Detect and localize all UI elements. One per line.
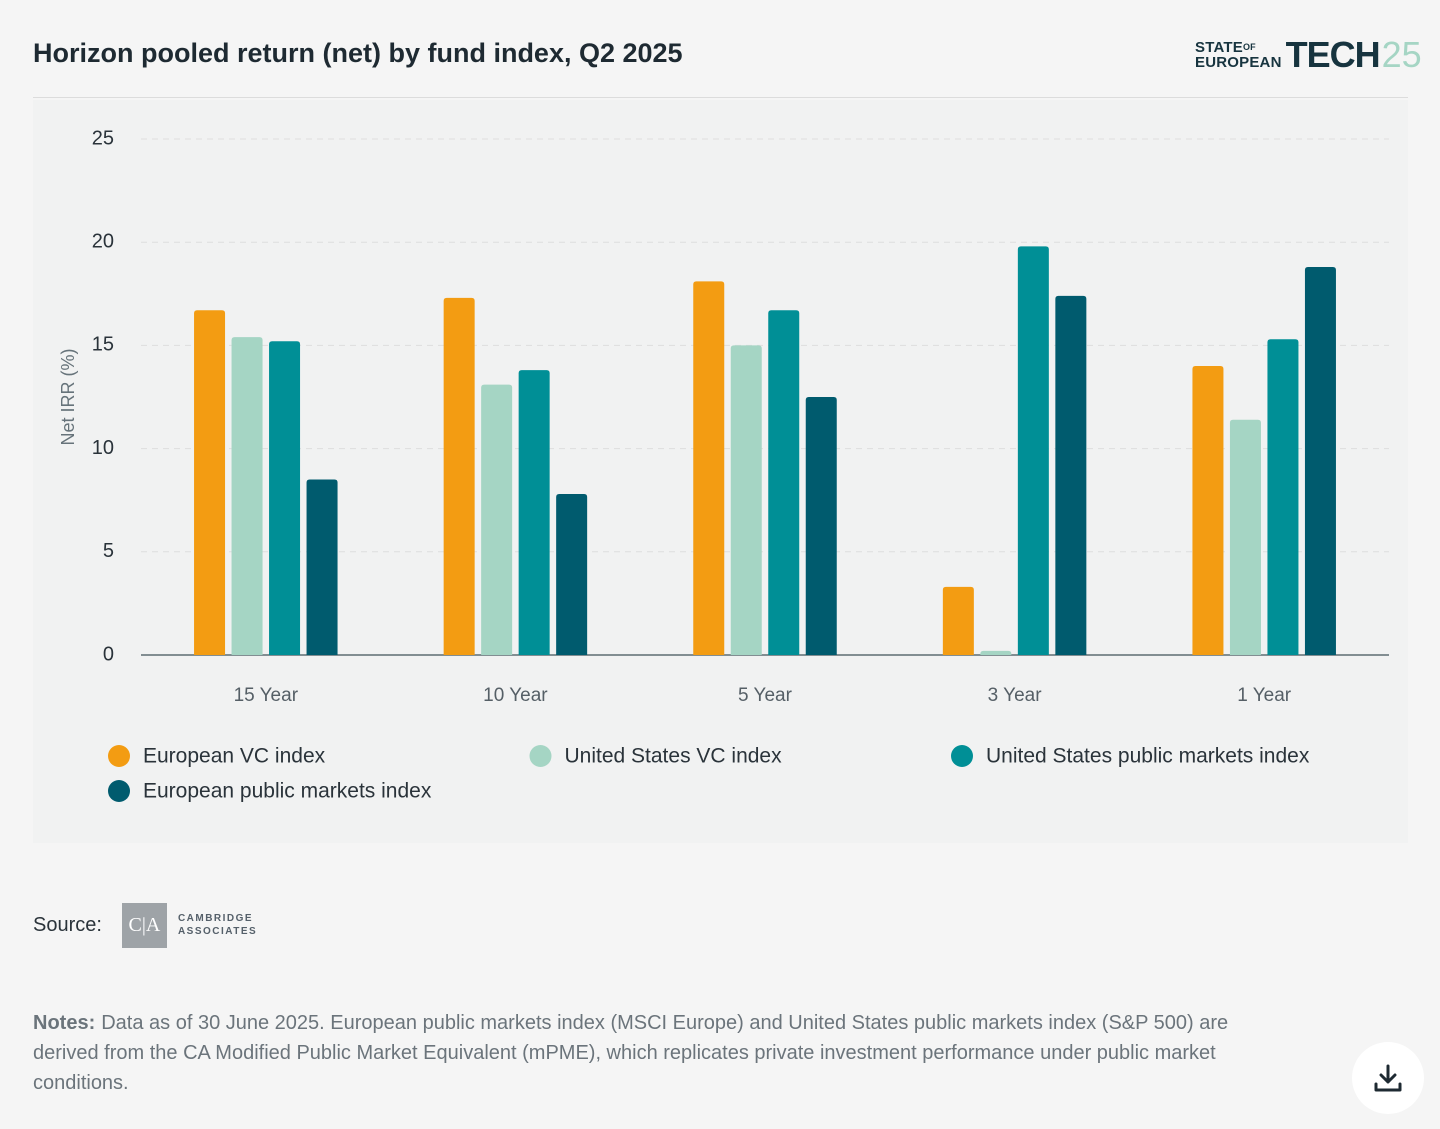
source-label: Source:	[33, 913, 102, 936]
x-tick-label: 3 Year	[988, 685, 1043, 706]
y-tick-label: 25	[92, 127, 114, 149]
logo-mark: C|A	[128, 913, 161, 936]
legend-label: United States VC index	[565, 745, 783, 768]
bar	[1055, 295, 1087, 655]
y-tick-label: 0	[103, 643, 114, 665]
bar	[730, 345, 762, 655]
bar	[481, 384, 513, 655]
separator	[33, 97, 1408, 98]
logo-small: STATEOF EUROPEAN	[1195, 40, 1282, 70]
legend-swatch	[108, 745, 130, 767]
bar	[693, 281, 725, 655]
logo-word: EUROPEAN	[1195, 54, 1282, 71]
bar	[269, 341, 301, 655]
download-button[interactable]	[1352, 1042, 1424, 1114]
bar	[1192, 366, 1224, 655]
source: Source: C|A CAMBRIDGE ASSOCIATES	[33, 902, 257, 948]
legend-label: United States public markets index	[986, 745, 1310, 768]
bar	[518, 370, 550, 655]
notes-label: Notes:	[33, 1012, 96, 1034]
logo-word: 25	[1381, 34, 1422, 75]
bar	[306, 479, 338, 655]
bar	[1304, 266, 1336, 655]
legend-swatch	[108, 780, 130, 802]
source-logo: C|A	[121, 902, 167, 948]
y-tick-label: 20	[92, 230, 114, 252]
bar	[231, 337, 263, 655]
bar	[805, 397, 837, 655]
legend-label: European VC index	[143, 745, 326, 768]
logo-word: TECH	[1285, 34, 1381, 75]
brand-logo: STATEOF EUROPEAN TECH 25	[1195, 34, 1422, 75]
bar	[1267, 339, 1299, 655]
bar	[1017, 246, 1049, 655]
bar	[980, 650, 1012, 655]
source-name-line: CAMBRIDGE	[177, 913, 254, 924]
bar	[768, 310, 800, 655]
chart: Net IRR (%) 0 5 10 15 20 25 15 Year 10 Year 5 Ye…	[58, 127, 1389, 803]
y-tick-label: 5	[103, 540, 114, 562]
legend-swatch	[951, 745, 973, 767]
source-name: CAMBRIDGE ASSOCIATES	[178, 912, 257, 938]
notes: Notes: Data as of 30 June 2025. European …	[33, 1008, 1283, 1098]
legend-label: European public markets index	[143, 780, 432, 803]
x-tick-label: 5 Year	[738, 685, 793, 706]
x-tick-label: 1 Year	[1237, 685, 1292, 706]
logo-word: STATE	[1195, 39, 1243, 56]
bar	[1229, 419, 1261, 655]
x-tick-label: 15 Year	[234, 685, 299, 706]
logo-word: OF	[1242, 42, 1256, 52]
y-tick-label: 15	[92, 334, 114, 356]
bar	[194, 310, 226, 655]
notes-text: Data as of 30 June 2025. European public…	[33, 1012, 1229, 1094]
chart-title: Horizon pooled return (net) by fund inde…	[33, 38, 683, 68]
bar	[443, 297, 475, 655]
source-name-line: ASSOCIATES	[177, 926, 258, 937]
bar	[942, 586, 974, 655]
bar	[556, 494, 588, 655]
legend-swatch	[529, 745, 552, 767]
logo-line: STATEOF	[1195, 40, 1282, 55]
x-tick-label: 10 Year	[483, 685, 548, 706]
download-icon	[1374, 1064, 1402, 1092]
y-axis-label: Net IRR (%)	[58, 348, 78, 445]
y-tick-label: 10	[92, 437, 114, 459]
